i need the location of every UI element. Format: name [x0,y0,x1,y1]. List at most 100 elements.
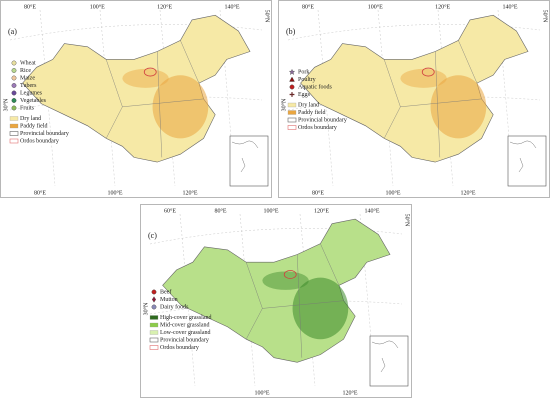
longitude-label: 100°E [90,3,105,10]
land-cover [430,75,487,139]
legend-symbol [9,123,19,129]
ordos-boundary [421,67,435,77]
legend-symbol [287,117,297,123]
legend-label: Legumes [20,90,43,96]
map-panel: (c) 60°E 80°E 100°E 120°E 140°E 100°E 120°E 50°N… [140,204,412,398]
legend-label: Eggs [298,92,311,98]
ordos-boundary [283,270,297,279]
legend-symbol [288,68,296,75]
legend-symbol [151,304,157,310]
longitude-label: 100°E [385,189,400,196]
longitude-label: 80°E [312,189,324,196]
legend-symbol [11,98,17,103]
legend-label: Paddy field [298,109,326,116]
legend-symbol [289,92,295,97]
legend-symbol [149,330,159,335]
legend-symbol [289,76,295,82]
longitude-label: 140°E [364,207,379,214]
inset-coast [231,140,259,173]
legend-label: Ordos boundary [298,125,337,131]
graticule [179,213,196,387]
longitude-label: 140°E [224,3,239,10]
inset-map [507,135,547,187]
legend-symbol [151,296,157,303]
longitude-label: 100°E [368,3,383,10]
legend-symbol [9,116,19,121]
latitude-label: 50°N [404,214,411,227]
longitude-label: 80°E [302,3,314,10]
longitude-label: 80°E [24,3,36,10]
panel-label: (b) [286,27,296,36]
legend-symbol [11,60,17,66]
graticule [299,213,316,387]
legend-symbol [287,110,297,115]
longitude-label: 120°E [157,3,172,10]
legend-label: Low-cover grassland [160,330,210,336]
latitude-label: 50°N [264,10,271,23]
legend-label: Dry land [298,102,319,108]
map-panel: (a) 80°E 100°E 120°E 140°E 80°E 100°E 120°E 50°N… [0,0,272,198]
latitude-label: 30°N [280,98,287,111]
legend-label: High-cover grassland [160,315,211,321]
legend-symbol [289,84,295,90]
legend-symbol [287,102,297,108]
ordos-boundary [143,67,157,77]
inset-map [229,135,269,187]
inset-coast [371,340,399,373]
legend-label: Ordos boundary [160,345,199,351]
latitude-label: 50°N [542,10,549,23]
legend-label: Dairy foods [160,303,189,310]
longitude-label: 120°E [342,389,357,396]
legend-label: Mutton [160,297,178,303]
legend-label: Rice [20,68,31,74]
legend-label: Provincial boundary [160,337,209,343]
graticule [9,96,263,111]
legend-label: Poultry [298,77,316,83]
legend-symbol [9,138,19,144]
legend-symbol [149,337,159,343]
legend-symbol [9,131,19,136]
legend-symbol [11,83,17,88]
legend-symbol [11,75,17,81]
legend-label: Ordos boundary [20,138,59,144]
provincial-boundary [383,40,482,158]
land-cover [400,68,447,88]
legend-label: Provincial boundary [298,117,347,123]
legend-label: Dry land [20,116,41,122]
legend-symbol [11,105,17,111]
land-cover [122,68,169,88]
legend-symbol [151,289,157,295]
legend-label: Provincial boundary [20,131,69,137]
provincial-boundary [245,243,344,358]
longitude-label: 80°E [214,207,226,214]
legend-symbol [11,68,17,73]
inset-coast [509,140,537,173]
legend-symbol [11,90,17,96]
graticule [149,300,403,315]
longitude-label: 80°E [34,189,46,196]
legend-label: Wheat [20,60,36,66]
legend-label: Pork [298,69,309,75]
longitude-label: 120°E [182,189,197,196]
land-cover [262,271,309,290]
longitude-label: 120°E [435,3,450,10]
longitude-label: 60°E [164,207,176,214]
legend-label: Fruits [20,105,35,111]
longitude-label: 120°E [460,189,475,196]
land-cover [292,277,349,340]
legend-symbol [149,322,159,328]
latitude-label: 30°N [2,98,9,111]
longitude-label: 140°E [502,3,517,10]
legend-symbol [149,315,159,320]
graticule [239,213,256,387]
legend-label: Maize [20,75,35,81]
longitude-label: 100°E [263,207,278,214]
panel-label: (c) [148,231,157,240]
legend-label: Tubers [20,83,37,89]
graticule [287,96,541,111]
longitude-label: 100°E [254,389,269,396]
land-cover [152,75,209,139]
legend-label: Beef [160,288,171,295]
legend-symbol [149,345,159,350]
